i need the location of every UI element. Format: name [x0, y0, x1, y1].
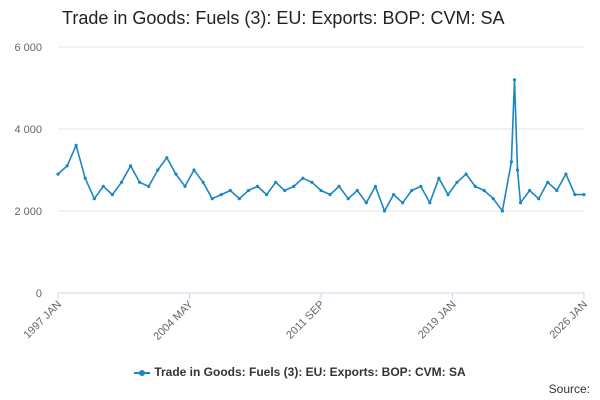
data-point[interactable] — [355, 188, 359, 193]
data-point[interactable] — [482, 188, 486, 193]
data-point[interactable] — [564, 172, 568, 176]
legend-swatch-icon — [134, 369, 151, 377]
data-point[interactable] — [500, 209, 504, 213]
data-point[interactable] — [174, 172, 178, 176]
legend[interactable]: Trade in Goods: Fuels (3): EU: Exports: … — [0, 365, 600, 379]
data-point[interactable] — [537, 197, 541, 201]
data-point[interactable] — [201, 180, 205, 184]
data-point[interactable] — [283, 188, 287, 193]
x-tick-label: 1997 JAN — [21, 299, 64, 342]
x-tick-label: 2011 SEP — [284, 299, 327, 342]
data-point[interactable] — [555, 188, 559, 193]
data-point[interactable] — [246, 188, 250, 193]
y-axis: 0 2 000 4 000 6 000 — [14, 42, 42, 300]
x-tick-label: 2019 JAN — [416, 299, 459, 342]
data-point[interactable] — [219, 193, 223, 197]
data-point[interactable] — [464, 172, 468, 176]
data-point[interactable] — [110, 193, 114, 197]
data-point[interactable] — [310, 180, 314, 184]
data-point[interactable] — [92, 197, 96, 201]
data-point[interactable] — [392, 193, 396, 197]
x-tick-label: 2004 MAY — [151, 298, 196, 343]
data-point[interactable] — [573, 193, 577, 197]
data-point[interactable] — [473, 184, 477, 188]
data-point[interactable] — [512, 78, 517, 82]
data-point[interactable] — [337, 184, 341, 188]
data-point[interactable] — [138, 180, 142, 184]
plot-area — [56, 78, 586, 213]
x-tick-label: 2026 JAN — [547, 299, 590, 342]
data-point[interactable] — [228, 188, 232, 193]
data-point[interactable] — [364, 201, 368, 205]
legend-label: Trade in Goods: Fuels (3): EU: Exports: … — [154, 365, 466, 379]
data-point[interactable] — [183, 184, 187, 188]
data-point[interactable] — [147, 184, 151, 188]
data-point[interactable] — [156, 168, 160, 172]
data-point[interactable] — [129, 164, 133, 168]
data-point[interactable] — [528, 188, 532, 193]
data-point[interactable] — [515, 168, 520, 172]
data-point[interactable] — [382, 209, 387, 213]
x-axis: 1997 JAN 2004 MAY 2011 SEP 2019 JAN 2026 JAN — [21, 293, 590, 343]
source-label: Source: — [548, 382, 590, 396]
data-point[interactable] — [165, 156, 169, 160]
data-point[interactable] — [582, 193, 586, 197]
data-point[interactable] — [301, 176, 305, 180]
data-point[interactable] — [56, 172, 60, 176]
data-point[interactable] — [455, 180, 459, 184]
data-point[interactable] — [265, 193, 269, 197]
data-point[interactable] — [101, 184, 105, 188]
y-tick-label: 2 000 — [14, 206, 42, 218]
data-point[interactable] — [65, 164, 69, 168]
data-point[interactable] — [192, 168, 196, 172]
data-point[interactable] — [518, 201, 523, 205]
data-point[interactable] — [119, 180, 124, 184]
chart-title: Trade in Goods: Fuels (3): EU: Exports: … — [62, 8, 505, 28]
data-point[interactable] — [410, 188, 414, 193]
data-point[interactable] — [428, 201, 432, 205]
data-point[interactable] — [373, 184, 377, 188]
data-point[interactable] — [446, 193, 450, 197]
data-point[interactable] — [83, 176, 87, 180]
y-tick-label: 0 — [36, 288, 42, 300]
data-point[interactable] — [274, 180, 278, 184]
data-point[interactable] — [210, 197, 214, 201]
data-point[interactable] — [419, 184, 423, 188]
data-point[interactable] — [491, 197, 495, 201]
data-point[interactable] — [292, 184, 296, 188]
data-point[interactable] — [509, 160, 513, 164]
data-point[interactable] — [255, 184, 260, 188]
data-point[interactable] — [74, 143, 78, 147]
data-point[interactable] — [437, 176, 441, 180]
y-tick-label: 4 000 — [14, 124, 42, 136]
grid-lines — [58, 46, 584, 294]
data-point[interactable] — [328, 193, 332, 197]
y-tick-label: 6 000 — [14, 42, 42, 54]
data-point[interactable] — [237, 197, 241, 201]
data-point[interactable] — [319, 188, 323, 193]
data-point[interactable] — [401, 201, 405, 205]
data-point[interactable] — [546, 180, 550, 184]
data-point[interactable] — [346, 197, 350, 201]
